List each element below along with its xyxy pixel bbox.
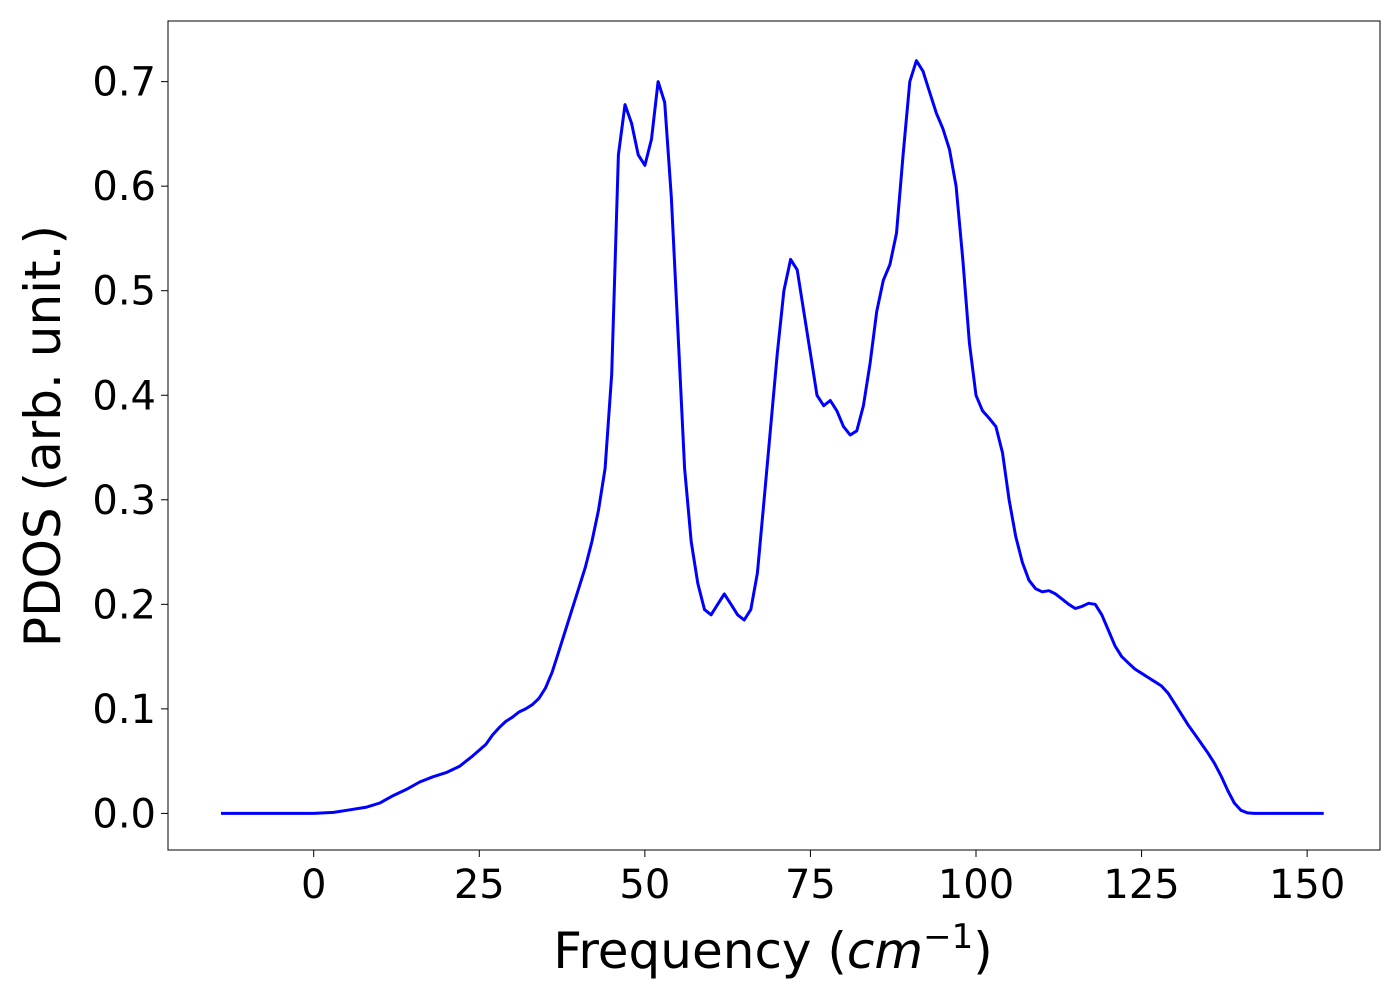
series-line bbox=[221, 59, 1324, 815]
x-axis-label: Frequency (cm−1) bbox=[553, 917, 993, 980]
x-axis-label-close: ) bbox=[973, 922, 993, 980]
x-axis-label-math: cm bbox=[847, 922, 923, 980]
x-axis-label-text: Frequency ( bbox=[553, 922, 847, 980]
y-tick-label: 0.3 bbox=[92, 478, 156, 524]
x-axis-label-superscript: −1 bbox=[923, 917, 973, 957]
y-axis-label: PDOS (arb. unit.) bbox=[14, 225, 72, 647]
x-tick-label: 0 bbox=[301, 862, 326, 908]
x-tick-label: 25 bbox=[454, 862, 505, 908]
x-tick-label: 100 bbox=[938, 862, 1014, 908]
y-axis-ticks: 0.0 0.1 0.2 0.3 0.4 0.5 0.6 0.7 bbox=[92, 60, 168, 837]
x-tick-label: 150 bbox=[1269, 862, 1345, 908]
y-tick-label: 0.2 bbox=[92, 582, 156, 628]
y-tick-label: 0.5 bbox=[92, 269, 156, 315]
y-tick-label: 0.4 bbox=[92, 373, 156, 419]
x-tick-label: 125 bbox=[1103, 862, 1179, 908]
x-axis-ticks: 0 25 50 75 100 125 150 bbox=[301, 850, 1345, 908]
plot-frame bbox=[167, 20, 1381, 851]
y-tick-label: 0.0 bbox=[92, 791, 156, 837]
y-tick-label: 0.6 bbox=[92, 164, 156, 210]
y-tick-label: 0.1 bbox=[92, 687, 156, 733]
x-tick-label: 50 bbox=[619, 862, 670, 908]
y-tick-label: 0.7 bbox=[92, 60, 156, 106]
x-tick-label: 75 bbox=[785, 862, 836, 908]
